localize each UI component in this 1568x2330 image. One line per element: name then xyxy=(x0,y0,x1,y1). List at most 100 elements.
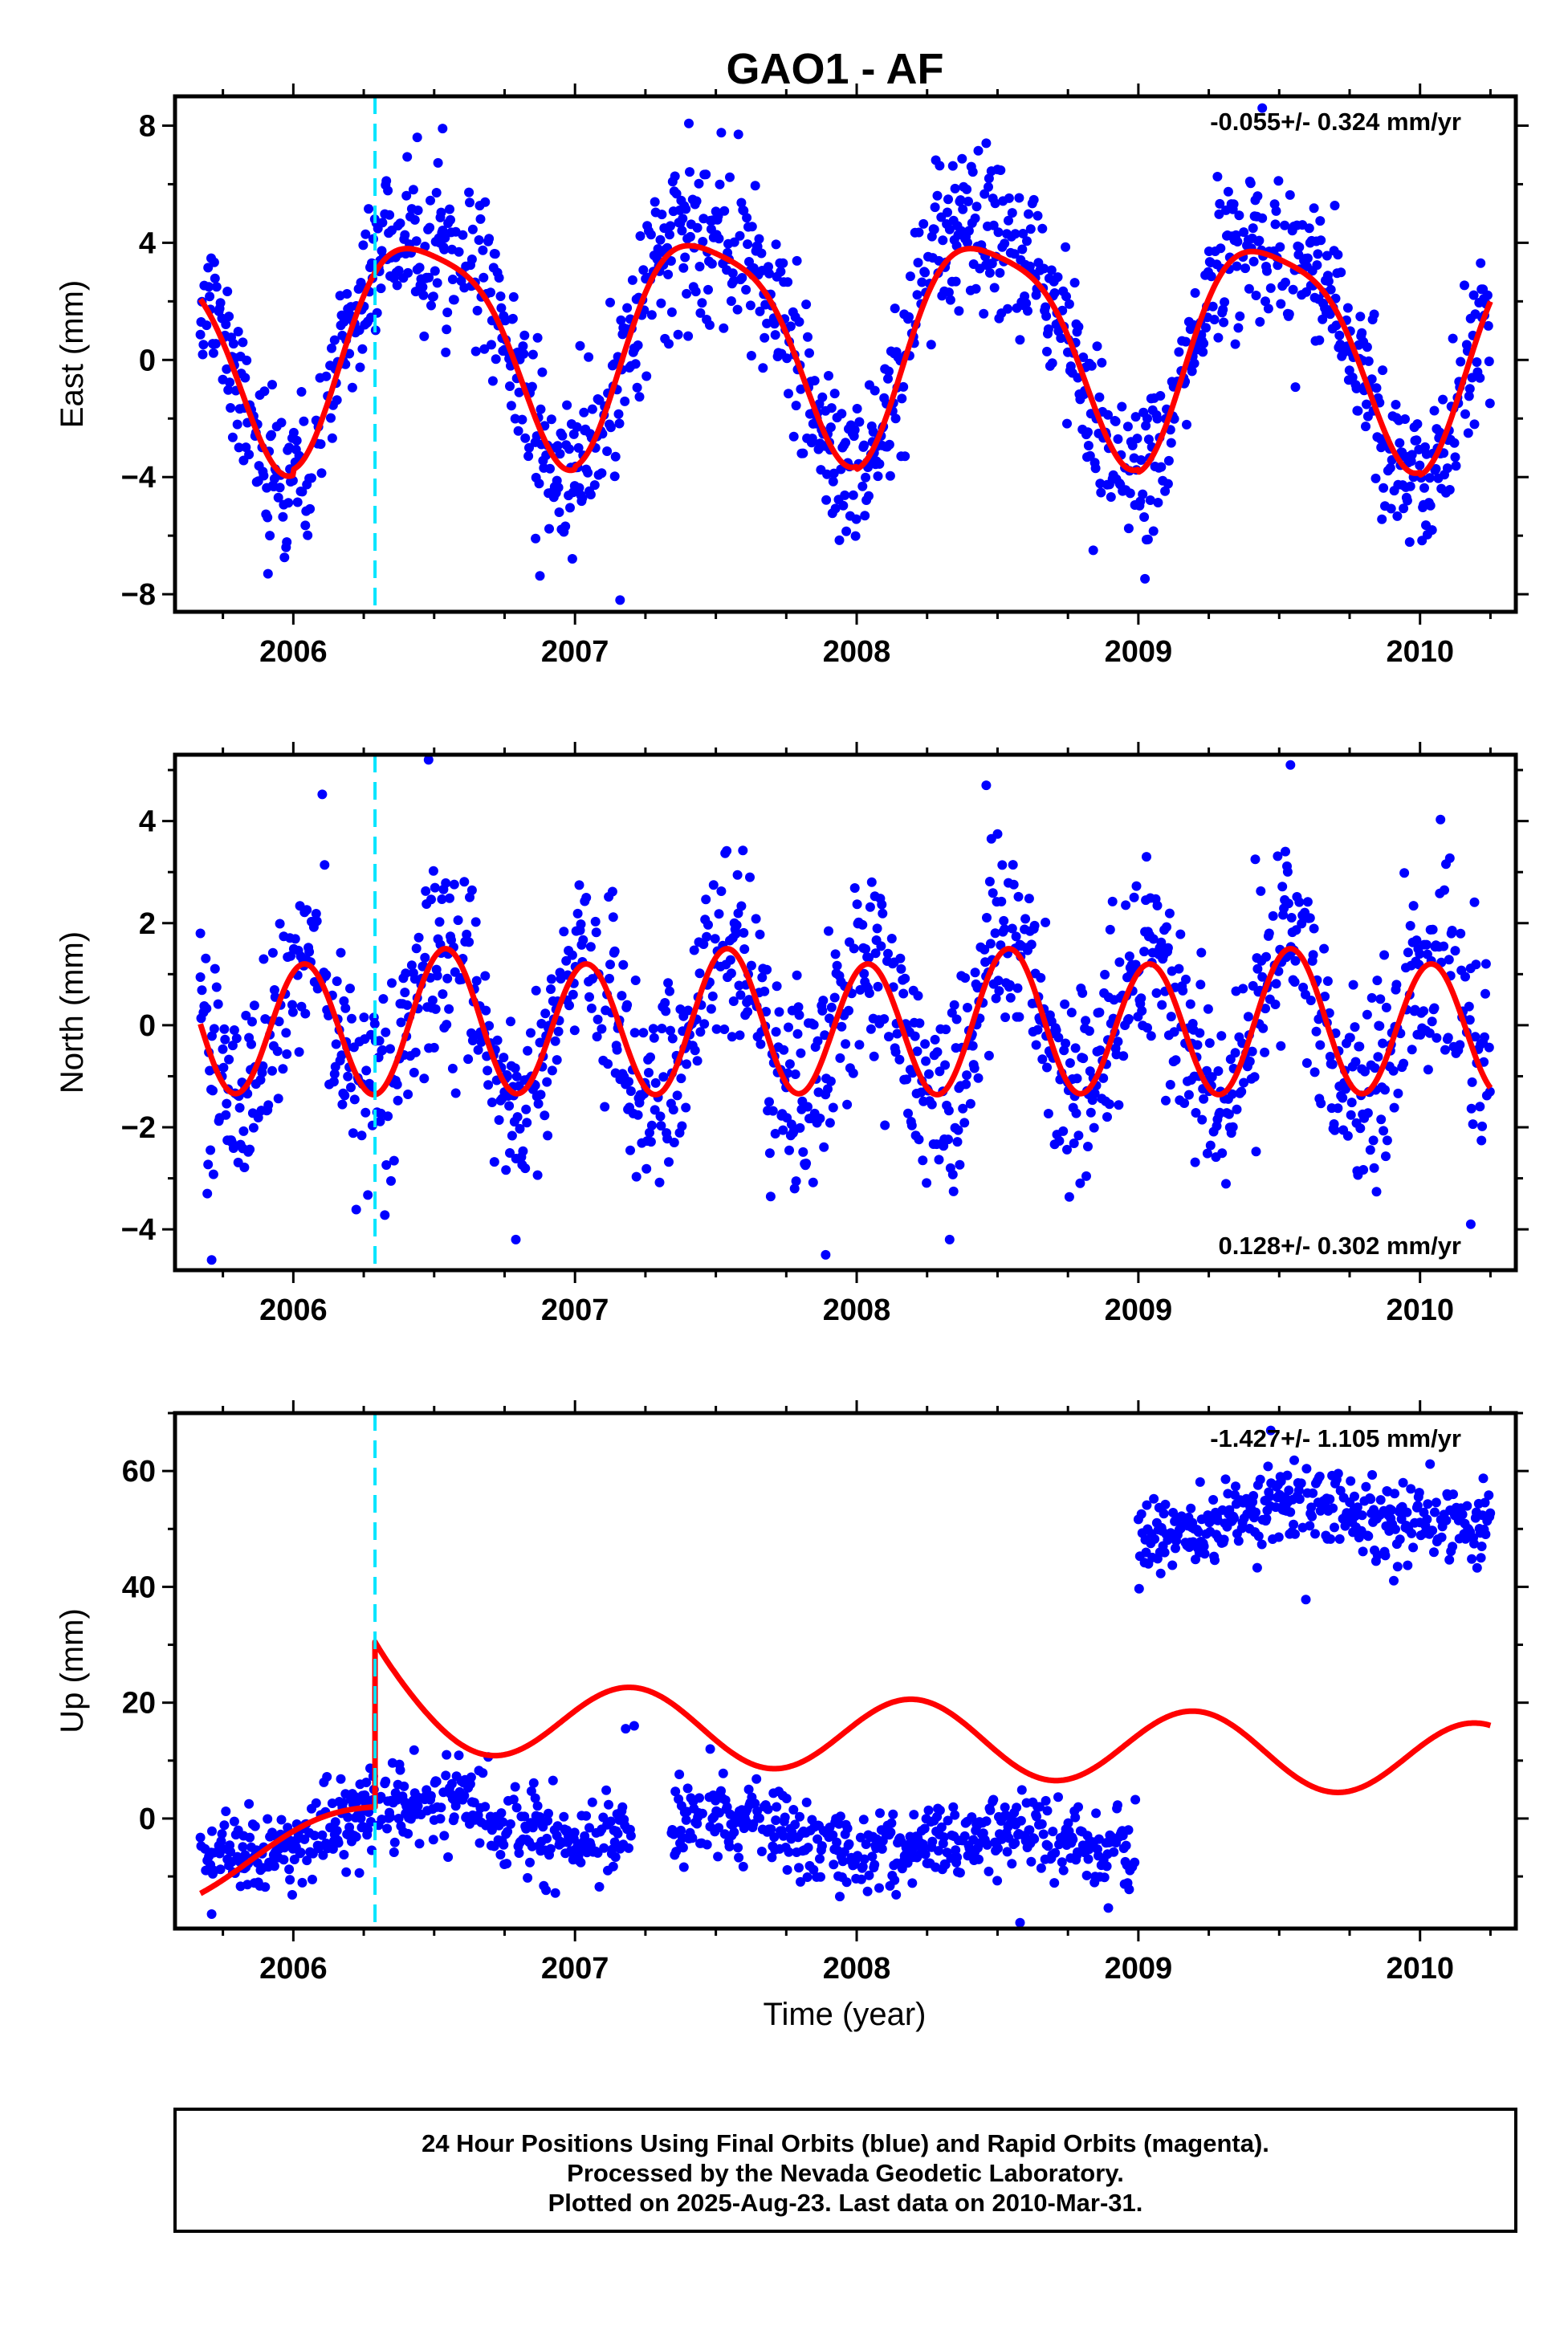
data-point xyxy=(1352,1502,1362,1513)
data-point xyxy=(354,1868,365,1878)
data-point xyxy=(445,204,454,214)
data-point xyxy=(1219,317,1229,328)
data-point xyxy=(1405,921,1415,931)
data-point xyxy=(1239,1077,1249,1088)
data-point xyxy=(962,1070,972,1081)
data-point xyxy=(796,384,806,394)
data-point xyxy=(1025,224,1036,234)
data-point xyxy=(1380,1085,1390,1095)
data-point xyxy=(859,1854,870,1864)
data-point xyxy=(1094,392,1105,402)
data-point xyxy=(1406,1484,1416,1494)
data-point xyxy=(729,1827,739,1838)
data-point xyxy=(1221,1179,1231,1189)
data-point xyxy=(265,531,275,541)
data-point xyxy=(377,1045,388,1055)
data-point xyxy=(597,468,607,479)
data-point xyxy=(496,1808,507,1819)
data-point xyxy=(949,1000,959,1010)
data-point xyxy=(296,1001,307,1012)
data-point xyxy=(520,1163,531,1174)
data-point xyxy=(1408,901,1419,911)
data-point xyxy=(300,520,311,531)
data-point xyxy=(667,1033,678,1044)
data-point xyxy=(387,978,397,988)
data-point xyxy=(347,382,357,393)
data-point xyxy=(470,917,481,927)
data-point xyxy=(1199,1549,1210,1559)
data-point xyxy=(841,1877,852,1888)
data-point xyxy=(1361,422,1370,432)
data-point xyxy=(232,419,242,430)
data-point xyxy=(733,1843,743,1853)
data-point xyxy=(1077,988,1088,998)
data-point xyxy=(785,321,796,332)
data-point xyxy=(269,985,279,995)
data-point xyxy=(694,1793,704,1803)
data-point xyxy=(944,1234,955,1244)
data-point xyxy=(1462,1501,1472,1511)
data-point xyxy=(1014,1012,1024,1022)
data-point xyxy=(328,1077,339,1087)
data-point xyxy=(215,1864,226,1875)
data-point xyxy=(490,249,500,259)
data-point xyxy=(302,905,312,915)
data-point xyxy=(400,988,410,998)
data-point xyxy=(886,1827,896,1838)
data-point xyxy=(1234,210,1244,221)
data-point xyxy=(1231,1481,1240,1492)
data-point xyxy=(1257,103,1268,113)
data-point xyxy=(610,451,621,462)
data-point xyxy=(1273,851,1283,862)
data-point xyxy=(1061,1038,1071,1049)
data-point xyxy=(577,493,588,503)
data-point xyxy=(1050,1847,1061,1858)
data-point xyxy=(765,1191,776,1202)
data-point xyxy=(718,1768,728,1778)
data-point xyxy=(454,246,464,257)
data-point xyxy=(1251,1147,1261,1157)
data-point xyxy=(1421,939,1432,950)
data-point xyxy=(737,273,747,283)
data-point xyxy=(1151,988,1162,998)
data-point xyxy=(583,467,593,478)
data-point xyxy=(466,885,477,895)
data-point xyxy=(644,1068,654,1077)
data-point xyxy=(546,974,556,984)
data-point xyxy=(848,490,858,500)
data-point xyxy=(449,1812,459,1823)
data-point xyxy=(1049,1878,1060,1888)
data-point xyxy=(343,1071,353,1081)
data-point xyxy=(430,882,440,893)
data-point xyxy=(646,1137,656,1147)
data-point xyxy=(410,1047,421,1057)
data-point xyxy=(520,433,531,443)
data-point xyxy=(784,1059,795,1069)
data-point xyxy=(1131,881,1142,891)
data-point xyxy=(1195,1028,1205,1038)
data-point xyxy=(791,1176,801,1187)
data-point xyxy=(756,1847,767,1856)
data-point xyxy=(1379,950,1390,960)
data-point xyxy=(1355,1123,1366,1134)
data-point xyxy=(413,1801,423,1811)
data-point xyxy=(1149,1493,1159,1504)
data-point xyxy=(503,1827,513,1837)
data-point xyxy=(564,1000,574,1011)
data-point xyxy=(1155,1568,1166,1578)
data-point xyxy=(714,1823,724,1833)
data-point xyxy=(1163,479,1173,489)
data-point xyxy=(1091,1808,1102,1819)
data-point xyxy=(1423,1499,1433,1509)
velocity-annotation: 0.128+/- 0.302 mm/yr xyxy=(1219,1232,1461,1260)
data-point xyxy=(1277,882,1288,892)
data-point xyxy=(818,996,829,1006)
data-point xyxy=(996,165,1006,175)
data-point xyxy=(1029,920,1040,931)
data-point xyxy=(699,1019,710,1029)
data-point xyxy=(1037,1819,1047,1829)
data-point xyxy=(440,233,450,243)
data-point xyxy=(1167,1560,1178,1570)
data-point xyxy=(1290,1529,1300,1539)
